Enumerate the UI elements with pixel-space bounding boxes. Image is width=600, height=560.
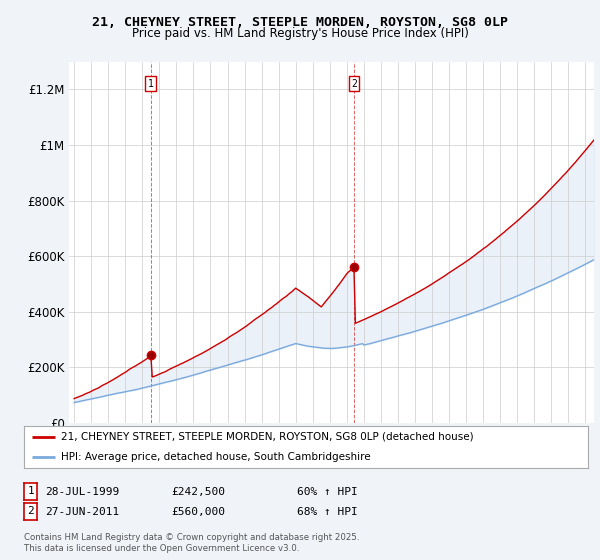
Text: 21, CHEYNEY STREET, STEEPLE MORDEN, ROYSTON, SG8 0LP (detached house): 21, CHEYNEY STREET, STEEPLE MORDEN, ROYS… [61, 432, 473, 442]
Text: 60% ↑ HPI: 60% ↑ HPI [297, 487, 358, 497]
Text: 2: 2 [351, 79, 357, 89]
Text: 68% ↑ HPI: 68% ↑ HPI [297, 507, 358, 517]
Text: £242,500: £242,500 [171, 487, 225, 497]
Text: 28-JUL-1999: 28-JUL-1999 [45, 487, 119, 497]
Text: Contains HM Land Registry data © Crown copyright and database right 2025.
This d: Contains HM Land Registry data © Crown c… [24, 533, 359, 553]
Text: 1: 1 [148, 79, 154, 89]
Text: HPI: Average price, detached house, South Cambridgeshire: HPI: Average price, detached house, Sout… [61, 452, 370, 462]
Text: 21, CHEYNEY STREET, STEEPLE MORDEN, ROYSTON, SG8 0LP: 21, CHEYNEY STREET, STEEPLE MORDEN, ROYS… [92, 16, 508, 29]
Text: 27-JUN-2011: 27-JUN-2011 [45, 507, 119, 517]
Text: 2: 2 [27, 506, 34, 516]
Text: Price paid vs. HM Land Registry's House Price Index (HPI): Price paid vs. HM Land Registry's House … [131, 27, 469, 40]
Text: 1: 1 [27, 486, 34, 496]
Text: £560,000: £560,000 [171, 507, 225, 517]
